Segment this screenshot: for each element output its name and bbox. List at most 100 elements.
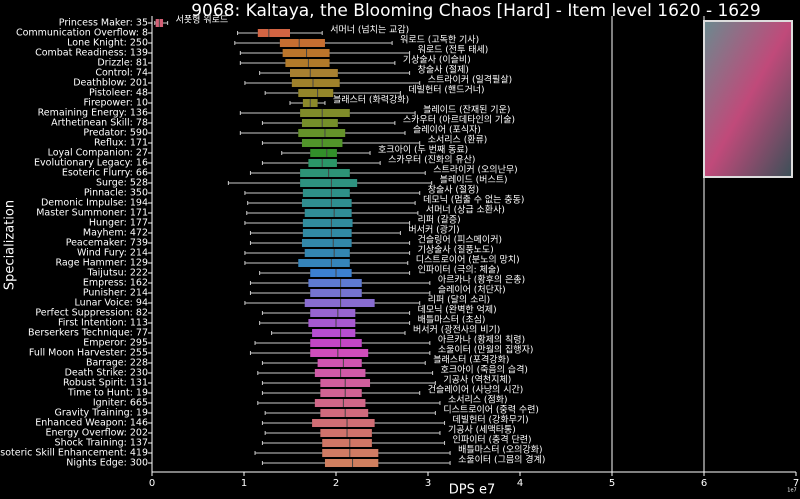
y-tick-label: Punisher: 214: [83, 288, 148, 299]
y-tick-label: Peacemaker: 739: [66, 238, 148, 249]
y-tick-label: First Intention: 113: [58, 318, 148, 329]
box: [302, 219, 353, 227]
y-tick-label: Lunar Voice: 94: [74, 298, 148, 309]
box: [298, 89, 334, 97]
annotation: 슬레이어 (처단자): [438, 284, 506, 296]
annotation: 블래스터 (포격강화): [433, 354, 509, 366]
y-tick-label: Communication Overflow: 8: [16, 28, 148, 39]
y-tick-label: Barrage: 228: [86, 358, 148, 369]
plot-area: 0 1 2 3 4 5 6 7 Princess Maker: 35 서폿형 워로드 Communi…: [0, 15, 799, 490]
annotation: 워로드 (고독한 기사): [400, 35, 479, 46]
annotation: 디스트로이어 (중력 수련): [443, 404, 539, 416]
annotation: 버서커 (광기): [408, 224, 459, 236]
annotation: 인파이터 (극의: 체술): [418, 265, 500, 276]
box: [300, 109, 350, 117]
box: [310, 269, 352, 277]
box: [302, 189, 350, 197]
box: [320, 409, 369, 417]
annotation: 아르카나 (황후의 은총): [438, 275, 525, 286]
y-tick-label: Pinnacle: 350: [84, 188, 148, 199]
box: [312, 329, 356, 337]
annotation: 소울이터 (그믐의 경계): [458, 454, 545, 466]
box: [300, 179, 358, 187]
y-tick-label: Hunger: 177: [89, 218, 148, 229]
annotation: 건슬링어 (피스메이커): [418, 234, 502, 246]
y-tick-label: Robust Spirit: 131: [63, 378, 148, 389]
y-tick-label: Loyal Companion: 27: [48, 148, 148, 159]
box: [314, 399, 366, 407]
box: [304, 249, 350, 257]
box: [301, 119, 338, 127]
y-tick-label: Deathblow: 201: [73, 78, 148, 89]
box: [320, 429, 372, 437]
y-tick-label: Arthetinean Skill: 78: [51, 118, 148, 129]
y-tick-label: Enhanced Weapon: 146: [35, 418, 148, 429]
box: [257, 29, 290, 37]
box: [301, 199, 352, 207]
annotation: 서머너 (상급 소환사): [426, 204, 505, 216]
y-tick-label: Gravity Training: 19: [54, 408, 148, 419]
annotation: 데빌헌터 (핸드거너): [408, 84, 484, 96]
x-tick-label: 5: [609, 478, 615, 489]
y-tick-label: Esoteric Skill Enhancement: 419: [0, 448, 148, 459]
annotation: 기공사 (세맥타통): [448, 425, 516, 436]
y-tick-label: Demonic Impulse: 194: [41, 198, 148, 209]
y-tick-label: Death Strike: 230: [65, 368, 148, 379]
annotation: 인파이터 (충격 단련): [453, 434, 532, 446]
boss-image: [703, 20, 793, 178]
annotation: 기공사 (역천지체): [443, 375, 511, 386]
annotation: 리퍼 (달의 소리): [428, 294, 490, 306]
annotation: 서머너 (넘치는 교감): [330, 24, 409, 36]
y-tick-label: Firepower: 10: [84, 98, 148, 109]
box: [320, 389, 362, 397]
x-tick-label: 7: [793, 478, 799, 489]
annotation: 배틀마스터 (초심): [418, 315, 486, 326]
box: [298, 129, 346, 137]
y-tick-label: Drizzle: 81: [97, 58, 148, 69]
y-tick-label: Remaining Energy: 136: [38, 108, 148, 119]
x-axis-label: DPS e7: [449, 483, 496, 498]
box: [310, 349, 369, 357]
box: [308, 279, 362, 287]
y-tick-label: Princess Maker: 35: [59, 18, 148, 29]
annotation: 창술사 (절제): [418, 64, 469, 76]
annotation: 건슬레이어 (사냥의 시간): [428, 385, 524, 396]
annotation: 블래스터 (화력강화): [333, 94, 409, 106]
x-tick-label: 6: [701, 478, 707, 489]
annotation: 소울이터 (만월의 집행자): [438, 344, 534, 356]
annotation: 블레이드 (버스트): [440, 175, 508, 186]
box: [322, 439, 372, 447]
box: [302, 229, 352, 237]
y-tick-label: Wind Fury: 214: [77, 248, 148, 259]
annotation: 슬레이어 (포식자): [413, 125, 481, 136]
y-tick-label: Energy Overflow: 202: [45, 428, 148, 439]
box: [308, 319, 356, 327]
y-tick-label: Igniter: 665: [93, 398, 148, 409]
annotation: 기상술사 (질풍노도): [418, 244, 494, 256]
annotation: 창술사 (절정): [428, 184, 479, 196]
annotation: 스카우터 (진화의 유산): [388, 155, 475, 166]
y-tick-label: Full Moon Harvester: 255: [29, 348, 148, 359]
box: [298, 259, 350, 267]
annotation: 소서리스 (점화): [448, 394, 508, 406]
annotation: 워로드 (전투 태세): [418, 45, 489, 56]
x-tick-label: 0: [149, 478, 155, 489]
y-tick-label: Nights Edge: 300: [66, 458, 148, 469]
y-tick-label: Taijutsu: 222: [87, 268, 148, 279]
annotation: 버서커 (광전사의 비기): [413, 324, 500, 336]
annotation: 리퍼 (갈증): [418, 215, 461, 226]
annotation: 블레이드 (잔재된 기운): [423, 104, 510, 116]
box: [290, 69, 338, 77]
box: [304, 299, 375, 307]
box: [312, 419, 375, 427]
annotation: 데빌헌터 (강화무기): [453, 415, 529, 426]
x-tick-label: 2: [333, 478, 339, 489]
y-tick-label: Control: 74: [95, 68, 148, 79]
annotation: 스트라이커 (오의난무): [433, 165, 517, 176]
y-tick-label: Berserkers Technique: 77: [28, 328, 148, 339]
y-tick-label: Surge: 528: [96, 178, 148, 189]
annotation: 스카우터 (아르데타인의 기술): [403, 115, 515, 126]
x-tick-label: 4: [517, 478, 523, 489]
y-tick-label: Rage Hammer: 129: [55, 258, 148, 269]
